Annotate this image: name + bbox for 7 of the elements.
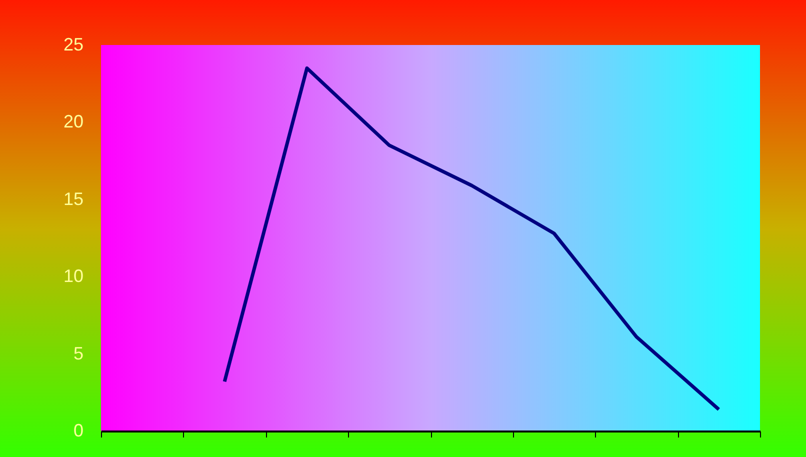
y-tick-label: 0: [73, 420, 84, 440]
y-tick-label: 20: [63, 112, 84, 132]
y-tick-label: 10: [63, 266, 84, 286]
y-tick-label: 15: [63, 188, 84, 209]
y-tick-label: 25: [63, 34, 84, 54]
y-tick-label: 5: [73, 343, 84, 364]
line-series: [222, 66, 721, 412]
